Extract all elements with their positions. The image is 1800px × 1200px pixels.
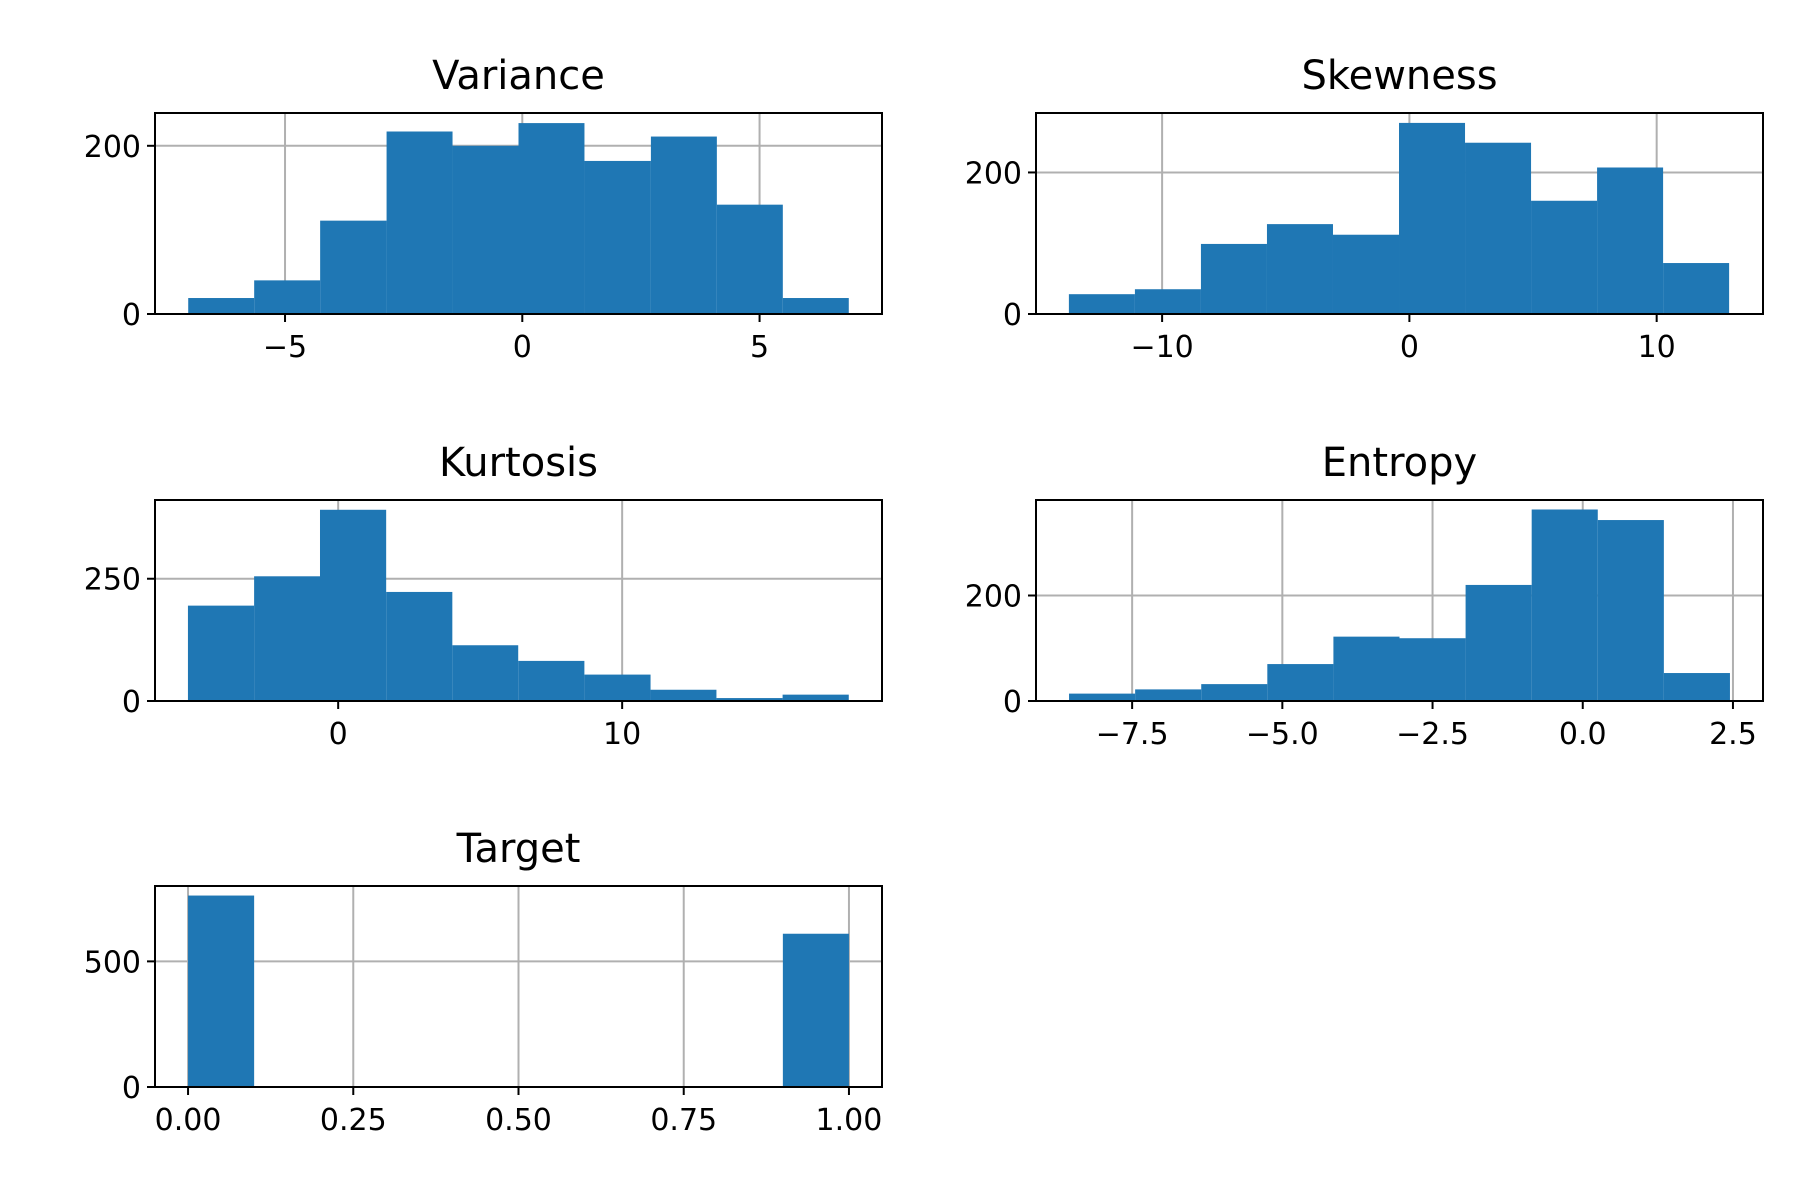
subplot-title: Entropy	[1322, 440, 1477, 486]
axes-frame	[1035, 112, 1764, 315]
histogram-bar	[1465, 584, 1532, 701]
x-tick-label: 1.00	[816, 1103, 883, 1138]
x-tick-label: −5.0	[1246, 717, 1319, 752]
histogram-bar	[188, 895, 255, 1087]
histogram-bar	[320, 220, 387, 314]
x-tick-label: 0.75	[650, 1103, 717, 1138]
x-tick-label: 2.5	[1709, 717, 1757, 752]
histogram-bar	[1069, 693, 1136, 701]
histogram-bar	[518, 660, 585, 701]
y-tick-label: 0	[122, 685, 141, 720]
subplot-entropy: −7.5 −5.0 −2.5 0.0 2.5 0 200 Entropy	[965, 440, 1764, 752]
y-tick-label: 0	[1003, 298, 1022, 333]
histogram-bar	[716, 204, 783, 314]
histogram-bar	[1465, 142, 1532, 314]
histogram-bar	[1134, 289, 1201, 314]
y-tick-label: 0	[122, 1071, 141, 1106]
y-tick-label: 500	[84, 945, 141, 980]
histogram-bar	[1597, 167, 1664, 314]
y-tick-label: 250	[84, 563, 141, 598]
histogram-bar	[187, 605, 255, 701]
histogram-bar	[1531, 200, 1598, 314]
histogram-bar	[1201, 684, 1268, 701]
y-tick-label: 200	[965, 156, 1022, 191]
x-tick-label: 0.25	[320, 1103, 387, 1138]
histogram-bar	[1267, 664, 1334, 701]
histogram-bar	[1531, 509, 1598, 701]
x-tick-label: 0.50	[485, 1103, 552, 1138]
histogram-bar	[782, 298, 849, 314]
histogram-bar	[782, 933, 849, 1087]
histogram-bar	[188, 298, 255, 314]
axes-frame	[154, 112, 883, 315]
histogram-bar	[584, 160, 651, 314]
histogram-bar	[584, 674, 651, 701]
histogram-bar	[518, 123, 585, 315]
histogram-bar	[1266, 224, 1333, 314]
histogram-bar	[452, 645, 519, 701]
axes-frame	[154, 499, 883, 702]
histogram-bar	[386, 131, 453, 314]
histogram-bar	[716, 698, 783, 701]
subplot-title: Skewness	[1301, 53, 1497, 99]
histogram-bar	[319, 509, 387, 701]
x-tick-label: 0	[329, 717, 348, 752]
y-tick-label: 0	[122, 298, 141, 333]
x-tick-label: −5	[263, 330, 307, 365]
y-tick-label: 0	[1003, 685, 1022, 720]
x-tick-label: −7.5	[1096, 717, 1169, 752]
histogram-bar	[386, 591, 453, 701]
histogram-bar	[1399, 638, 1466, 701]
x-tick-label: 5	[750, 330, 769, 365]
x-tick-label: 0	[513, 330, 532, 365]
y-tick-label: 200	[84, 130, 141, 165]
histogram-bar	[650, 136, 717, 314]
y-tick-label: 200	[965, 579, 1022, 614]
x-tick-label: 0.0	[1559, 717, 1607, 752]
histogram-bar	[1333, 636, 1400, 701]
histogram-bar	[1135, 689, 1202, 701]
x-tick-label: 0	[1400, 330, 1419, 365]
x-tick-label: 10	[1638, 330, 1676, 365]
histogram-bar	[254, 576, 320, 701]
histogram-bar	[1663, 263, 1730, 314]
subplot-title: Kurtosis	[439, 440, 598, 486]
x-tick-label: 0.00	[155, 1103, 222, 1138]
histogram-bar	[782, 694, 849, 701]
x-tick-label: 10	[603, 717, 641, 752]
subplot-title: Variance	[432, 53, 605, 99]
histogram-bar	[650, 689, 717, 701]
subplot-variance: −5 0 5 0 200 Variance	[84, 53, 883, 365]
histogram-bar	[1068, 294, 1135, 314]
axes-frame	[1035, 499, 1764, 702]
histogram-bar	[452, 145, 519, 314]
histogram-bar	[1597, 520, 1664, 701]
histogram-bar	[1200, 243, 1267, 314]
subplot-target: 0.00 0.25 0.50 0.75 1.00 0 500 Target	[84, 826, 883, 1138]
histogram-bar	[254, 280, 321, 314]
x-tick-label: −10	[1130, 330, 1193, 365]
x-tick-label: −2.5	[1396, 717, 1469, 752]
histogram-bar	[1663, 673, 1730, 701]
subplot-kurtosis: 0 10 0 250 Kurtosis	[84, 440, 883, 752]
subplot-title: Target	[456, 826, 581, 872]
histogram-bar	[1332, 234, 1400, 314]
histogram-bar	[1399, 122, 1466, 314]
